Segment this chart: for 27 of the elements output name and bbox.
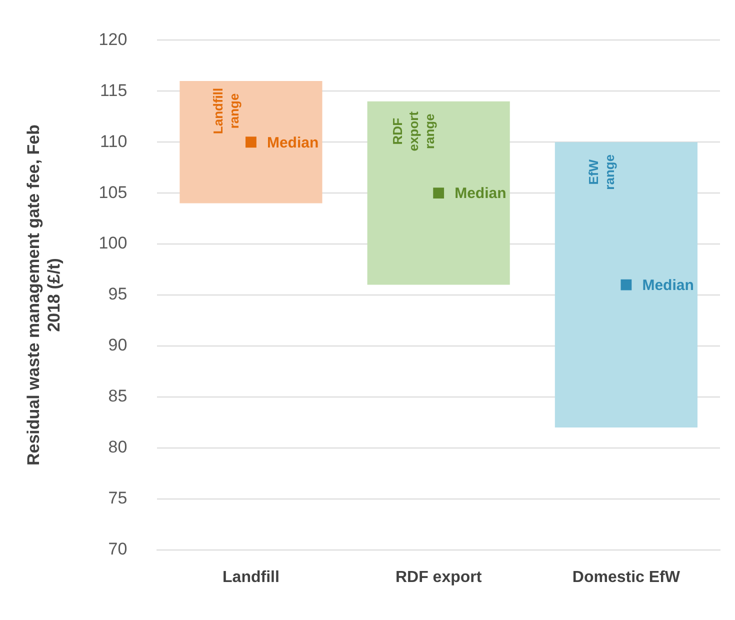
text: Median (642, 276, 694, 294)
series-label: Median (454, 185, 506, 202)
point (246, 136, 256, 148)
text: Median (266, 134, 319, 152)
y-tick-label: 105 (98, 182, 128, 202)
bar (180, 80, 322, 204)
y-tick-label: 70 (108, 539, 128, 558)
y-tick-label: 100 (98, 234, 128, 253)
annotation: Landfill range (210, 88, 242, 134)
y-tick-label: 80 (108, 438, 128, 457)
y-tick-label: 85 (108, 386, 128, 406)
point (433, 188, 444, 199)
bar (554, 142, 698, 428)
y-tick-label: 120 (98, 30, 128, 49)
x-tick-label: RDF export (395, 568, 482, 586)
y-tick-label: 75 (108, 488, 128, 508)
y-axis-title: Residual waste management gate fee, Feb 2018 (£/t) (24, 124, 64, 466)
y-tick-label: 115 (100, 80, 128, 100)
bar (367, 101, 510, 285)
y-tick-label: 110 (100, 132, 128, 151)
x-tick-label: Landfill (222, 568, 280, 586)
y-tick-label: 90 (108, 336, 128, 355)
y-tick-label: 95 (108, 284, 128, 304)
annotation: RDF export range (390, 110, 438, 152)
x-tick-label: Domestic EfW (572, 568, 681, 586)
point (620, 279, 632, 290)
annotation: EfW range (586, 154, 617, 190)
